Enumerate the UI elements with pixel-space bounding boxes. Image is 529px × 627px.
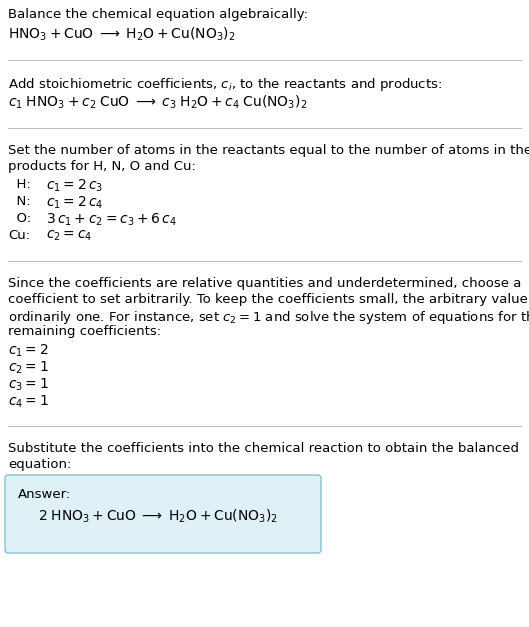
Text: $c_4 = 1$: $c_4 = 1$ [8, 394, 49, 411]
Text: $c_1 = 2$: $c_1 = 2$ [8, 343, 49, 359]
Text: $\mathrm{HNO_3} + \mathrm{CuO} \;\longrightarrow\; \mathrm{H_2O} + \mathrm{Cu(NO: $\mathrm{HNO_3} + \mathrm{CuO} \;\longri… [8, 26, 235, 43]
Text: $c_1 = 2\,c_3$: $c_1 = 2\,c_3$ [46, 178, 103, 194]
Text: $3\,c_1 + c_2 = c_3 + 6\,c_4$: $3\,c_1 + c_2 = c_3 + 6\,c_4$ [46, 212, 177, 228]
Text: Since the coefficients are relative quantities and underdetermined, choose a: Since the coefficients are relative quan… [8, 277, 522, 290]
Text: equation:: equation: [8, 458, 71, 471]
Text: remaining coefficients:: remaining coefficients: [8, 325, 161, 338]
Text: Answer:: Answer: [18, 488, 71, 501]
Text: O:: O: [8, 212, 31, 225]
Text: $c_1\; \mathrm{HNO_3} + c_2\; \mathrm{CuO} \;\longrightarrow\; c_3\; \mathrm{H_2: $c_1\; \mathrm{HNO_3} + c_2\; \mathrm{Cu… [8, 94, 307, 112]
Text: coefficient to set arbitrarily. To keep the coefficients small, the arbitrary va: coefficient to set arbitrarily. To keep … [8, 293, 529, 306]
Text: Add stoichiometric coefficients, $c_i$, to the reactants and products:: Add stoichiometric coefficients, $c_i$, … [8, 76, 442, 93]
Text: $c_3 = 1$: $c_3 = 1$ [8, 377, 49, 393]
Text: Cu:: Cu: [8, 229, 30, 242]
Text: ordinarily one. For instance, set $c_2 = 1$ and solve the system of equations fo: ordinarily one. For instance, set $c_2 =… [8, 309, 529, 326]
Text: N:: N: [8, 195, 31, 208]
Text: Substitute the coefficients into the chemical reaction to obtain the balanced: Substitute the coefficients into the che… [8, 442, 519, 455]
Text: $c_1 = 2\,c_4$: $c_1 = 2\,c_4$ [46, 195, 104, 211]
Text: H:: H: [8, 178, 31, 191]
Text: $2\;\mathrm{HNO_3} + \mathrm{CuO} \;\longrightarrow\; \mathrm{H_2O} + \mathrm{Cu: $2\;\mathrm{HNO_3} + \mathrm{CuO} \;\lon… [38, 508, 278, 525]
Text: Set the number of atoms in the reactants equal to the number of atoms in the: Set the number of atoms in the reactants… [8, 144, 529, 157]
Text: products for H, N, O and Cu:: products for H, N, O and Cu: [8, 160, 196, 173]
FancyBboxPatch shape [5, 475, 321, 553]
Text: $c_2 = 1$: $c_2 = 1$ [8, 360, 49, 376]
Text: $c_2 = c_4$: $c_2 = c_4$ [46, 229, 93, 243]
Text: Balance the chemical equation algebraically:: Balance the chemical equation algebraica… [8, 8, 308, 21]
